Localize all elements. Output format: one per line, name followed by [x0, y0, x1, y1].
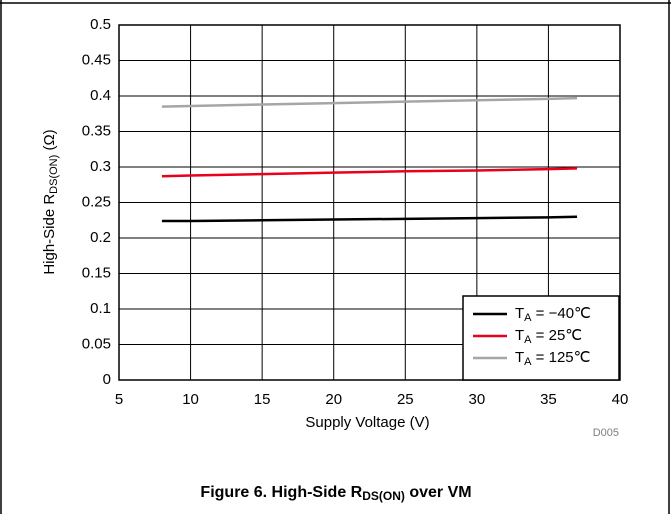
x-tick-label: 10 [182, 391, 199, 408]
legend-label: TA = 125℃ [515, 349, 590, 368]
y-tick-label: 0.45 [82, 51, 111, 68]
y-axis-label-part: High-Side R [41, 194, 58, 275]
y-tick-label: 0.05 [82, 335, 111, 352]
legend-label-part: = 125℃ [532, 349, 591, 366]
series-line [161, 167, 578, 178]
legend-label-sub: A [524, 356, 532, 368]
series-line [161, 96, 578, 108]
legend-box [462, 295, 620, 381]
y-tick-label: 0.4 [90, 87, 111, 104]
figure-caption-part: over VM [405, 484, 472, 501]
x-tick-label: 5 [115, 391, 123, 408]
x-tick-label: 20 [325, 391, 342, 408]
legend-label-part: = 25℃ [532, 327, 583, 344]
y-tick-label: 0.35 [82, 122, 111, 139]
y-tick-label: 0 [103, 371, 111, 388]
y-tick-label: 0.1 [90, 300, 111, 317]
legend-label-part: T [515, 327, 524, 344]
legend-label-sub: A [524, 334, 532, 346]
y-tick-label: 0.15 [82, 264, 111, 281]
x-tick-label: 40 [612, 391, 629, 408]
y-axis-label: High-Side RDS(ON) (Ω) [41, 129, 60, 274]
figure-code: D005 [593, 427, 619, 439]
legend-label-sub: A [524, 312, 532, 324]
legend-label-part: T [515, 305, 524, 322]
y-tick-label: 0.5 [90, 16, 111, 33]
legend-label-part: T [515, 349, 524, 366]
x-tick-label: 35 [540, 391, 557, 408]
series-line [161, 215, 578, 223]
legend-label: TA = −40℃ [515, 305, 591, 324]
figure-caption-part: Figure 6. High-Side R [200, 484, 362, 501]
x-tick-label: 15 [254, 391, 271, 408]
legend-label-part: = −40℃ [532, 305, 591, 322]
figure-caption-sub: DS(ON) [362, 489, 405, 503]
legend-label: TA = 25℃ [515, 327, 582, 346]
y-tick-label: 0.2 [90, 229, 111, 246]
x-tick-label: 30 [469, 391, 486, 408]
x-axis-label: Supply Voltage (V) [305, 414, 429, 431]
y-tick-label: 0.3 [90, 158, 111, 175]
figure-caption: Figure 6. High-Side RDS(ON) over VM [200, 484, 471, 503]
plot-border [118, 24, 621, 381]
y-tick-label: 0.25 [82, 193, 111, 210]
y-axis-label-part: (Ω) [41, 129, 58, 154]
y-axis-label-sub: DS(ON) [48, 155, 60, 194]
x-tick-label: 25 [397, 391, 414, 408]
